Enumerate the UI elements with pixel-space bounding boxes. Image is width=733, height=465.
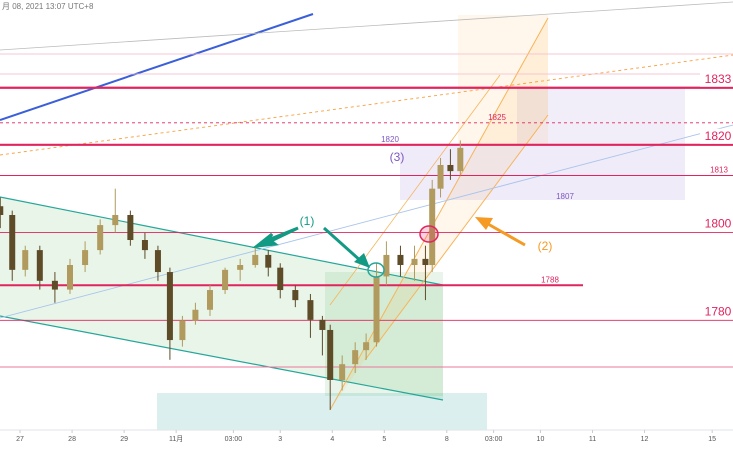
levels: 1833 1820 1813 1800 1788 1780 1825 1807 1820 <box>0 71 733 321</box>
x-tick-label: 28 <box>68 436 76 443</box>
x-axis <box>0 430 733 465</box>
candle-body <box>292 290 299 301</box>
candle-body <box>97 225 104 251</box>
zone <box>517 88 685 145</box>
candle-body <box>319 319 326 330</box>
candle-body <box>237 265 244 270</box>
zone <box>458 15 548 145</box>
label-bg <box>700 128 733 144</box>
x-tick-label: 3 <box>278 436 282 443</box>
candle-body <box>192 309 199 321</box>
x-tick-label: 03:00 <box>225 436 243 443</box>
candle-body <box>397 254 404 266</box>
x-axis-labels: 27 28 29 11月 03:00 3 4 5 8 03:00 10 11 12 15 <box>16 430 716 443</box>
label-bg <box>700 71 733 87</box>
candle-body <box>141 240 148 251</box>
candle-body <box>339 364 346 380</box>
trendline <box>0 13 314 121</box>
candle-body <box>411 258 418 266</box>
annotation: (2) <box>538 239 553 253</box>
x-tick-label: 27 <box>16 436 24 443</box>
candle-body <box>327 329 334 380</box>
price-label: 1820 <box>705 129 732 143</box>
candle-body <box>222 269 229 291</box>
zone <box>157 393 487 430</box>
candle-body <box>447 164 454 172</box>
candle-body <box>22 250 29 270</box>
x-tick-label: 15 <box>708 436 716 443</box>
trendline <box>329 74 501 306</box>
arrow <box>487 222 526 247</box>
x-tick-label: 03:00 <box>485 436 503 443</box>
x-tick-label: 8 <box>445 436 449 443</box>
timestamp: 月 08, 2021 13:07 UTC+8 <box>2 2 94 11</box>
annotations: (1) (2) (3) <box>300 150 553 253</box>
annotation: (3) <box>390 150 405 164</box>
candle-body <box>112 215 119 226</box>
candle-body <box>154 250 161 273</box>
price-label: 1788 <box>541 275 559 284</box>
price-label: 1825 <box>488 113 506 122</box>
candle-body <box>206 290 213 310</box>
candle-body <box>352 350 359 365</box>
trendline <box>364 114 549 361</box>
candle-body <box>9 215 16 270</box>
drawings <box>0 1 733 430</box>
candle-body <box>383 254 390 277</box>
candle-body <box>277 267 284 291</box>
marker-circle <box>367 262 385 278</box>
price-label: 1813 <box>710 166 728 175</box>
x-tick-label: 29 <box>120 436 128 443</box>
price-label: 1820 <box>381 135 399 144</box>
zone <box>400 145 685 200</box>
candle-body <box>363 342 370 351</box>
candle-body <box>66 265 73 290</box>
price-label: 1833 <box>705 72 732 86</box>
price-label: 1780 <box>705 304 732 318</box>
candle-body <box>36 250 43 281</box>
label-bg <box>700 304 733 320</box>
candle-body <box>457 147 464 172</box>
arrow <box>252 226 299 249</box>
candle-body <box>127 215 134 241</box>
x-tick-label: 10 <box>537 436 545 443</box>
x-tick-label: 4 <box>330 436 334 443</box>
candle-body <box>51 280 58 290</box>
candle-body <box>252 254 259 266</box>
arrow <box>475 217 493 230</box>
trendline <box>0 196 444 286</box>
overlay <box>252 217 526 278</box>
price-label: 1800 <box>705 217 732 231</box>
x-tick-label: 12 <box>641 436 649 443</box>
candle-body <box>437 164 444 189</box>
price-label: 1807 <box>556 192 574 201</box>
candle-body <box>82 250 89 266</box>
x-tick-label: 11月 <box>169 435 183 443</box>
candle-body <box>265 254 272 268</box>
label-bg <box>700 216 733 232</box>
candle-body <box>0 206 4 215</box>
candle-body <box>166 272 173 341</box>
x-tick-label: 5 <box>382 436 386 443</box>
candle-body <box>307 300 314 320</box>
marker-circle <box>419 225 439 243</box>
x-tick-label: 11 <box>589 436 596 443</box>
candle-body <box>179 320 186 341</box>
arrow <box>322 226 364 264</box>
candle-body <box>422 258 429 266</box>
trendline <box>0 1 733 51</box>
trendline <box>0 315 444 401</box>
annotation: (1) <box>300 214 315 228</box>
candle-body <box>373 276 380 343</box>
arrow <box>354 253 370 268</box>
